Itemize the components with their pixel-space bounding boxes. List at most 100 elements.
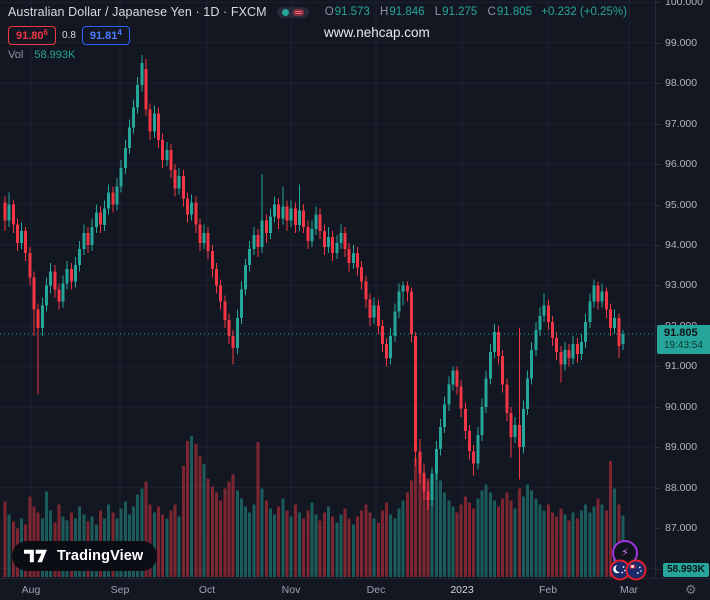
candle-body xyxy=(339,232,343,243)
volume-bar xyxy=(567,520,571,577)
volume-bar xyxy=(438,480,442,577)
candle-body xyxy=(426,491,430,500)
time-tick-label: Nov xyxy=(281,584,301,596)
candle-body xyxy=(517,425,521,448)
candle-body xyxy=(15,224,19,243)
volume-bar xyxy=(393,518,397,577)
candle-body xyxy=(327,236,330,247)
volume-bar xyxy=(347,518,351,577)
candle-body xyxy=(177,176,181,189)
candle-body xyxy=(123,147,127,169)
candle-body xyxy=(44,285,48,306)
candlestick-chart[interactable] xyxy=(0,0,655,578)
tradingview-logo[interactable]: TradingView xyxy=(12,541,158,571)
open-value: 91.573 xyxy=(334,6,370,18)
candle-body xyxy=(588,301,592,322)
chart-legend: Australian Dollar / Japanese Yen · 1D · … xyxy=(8,4,627,61)
volume-bar xyxy=(380,510,384,577)
price-tick-label: 89.000 xyxy=(655,441,698,454)
candle-body xyxy=(484,378,488,407)
volume-bar xyxy=(297,512,301,577)
candle-body xyxy=(596,285,600,302)
volume-bar xyxy=(546,504,550,577)
volume-bar xyxy=(434,468,438,577)
currency-pair-flags[interactable] xyxy=(609,559,647,581)
candle-body xyxy=(86,232,90,245)
candle-body xyxy=(74,265,78,282)
candle-body xyxy=(526,378,530,409)
candle-body xyxy=(451,370,455,385)
change-value: +0.232 (+0.25%) xyxy=(541,6,627,18)
candle-body xyxy=(567,350,571,359)
volume-bar xyxy=(451,506,455,577)
legend-source-toggle[interactable] xyxy=(276,6,309,18)
volume-bar xyxy=(140,488,144,577)
candle-body xyxy=(161,139,165,160)
gear-icon[interactable]: ⚙ xyxy=(685,582,697,597)
candle-body xyxy=(322,230,326,247)
volume-bar xyxy=(256,442,260,577)
volume-bar xyxy=(571,512,575,577)
low-label: L xyxy=(434,6,442,18)
volume-bar xyxy=(148,504,152,577)
tradingview-logo-icon xyxy=(24,549,47,563)
candle-body xyxy=(297,210,301,225)
price-tick-label: 88.000 xyxy=(655,481,698,494)
volume-bar xyxy=(526,484,530,577)
volume-indicator-label[interactable]: Vol xyxy=(8,49,24,61)
volume-bar xyxy=(181,466,185,577)
candle-body xyxy=(563,350,567,365)
volume-bar xyxy=(248,512,252,577)
candle-body xyxy=(239,289,243,318)
volume-bar xyxy=(501,498,505,577)
symbol-title[interactable]: Australian Dollar / Japanese Yen · 1D · … xyxy=(8,5,267,19)
volume-bar xyxy=(264,500,268,577)
candle-body xyxy=(289,208,293,221)
candle-body xyxy=(575,344,579,355)
time-tick-label: Aug xyxy=(21,584,41,596)
volume-bar xyxy=(210,486,214,577)
candle-body xyxy=(592,285,596,302)
candle-body xyxy=(538,315,542,330)
volume-bar xyxy=(422,472,426,577)
candle-body xyxy=(492,331,496,353)
volume-bar xyxy=(443,492,447,577)
candle-body xyxy=(438,427,442,450)
ask-price-badge[interactable]: 91.814 xyxy=(81,25,130,45)
candle-body xyxy=(505,384,509,413)
volume-bar xyxy=(468,502,472,577)
volume-bar xyxy=(223,488,227,577)
candle-body xyxy=(521,408,525,448)
time-axis[interactable]: ⚙ Aug Sep Oct Nov Dec 2023 Feb Mar xyxy=(0,578,710,600)
volume-bar xyxy=(177,516,181,577)
candle-body xyxy=(488,352,492,379)
price-axis[interactable]: 100.000 99.000 98.000 97.000 96.000 95.000 94.… xyxy=(655,0,710,578)
candle-body xyxy=(331,236,335,254)
candle-body xyxy=(181,176,185,199)
candle-body xyxy=(40,305,44,328)
candle-body xyxy=(210,251,214,270)
open-label: O xyxy=(324,6,334,18)
candle-body xyxy=(501,356,505,385)
candle-body xyxy=(103,208,107,225)
candle-body xyxy=(459,386,463,409)
time-tick-label: 2023 xyxy=(450,584,474,596)
volume-bar xyxy=(339,514,343,577)
bid-price-badge[interactable]: 91.806 xyxy=(8,25,56,45)
volume-bar xyxy=(156,506,160,577)
volume-bar xyxy=(327,506,330,577)
candle-body xyxy=(94,212,98,227)
volume-bar xyxy=(318,520,322,577)
candle-body xyxy=(53,271,57,290)
volume-bar xyxy=(530,490,534,577)
volume-bar xyxy=(144,481,148,577)
candle-body xyxy=(368,299,372,318)
volume-bar xyxy=(447,500,451,577)
volume-bar xyxy=(239,498,243,577)
volume-bar xyxy=(426,478,430,577)
candle-body xyxy=(281,206,285,219)
volume-bar xyxy=(107,504,111,577)
candle-body xyxy=(194,202,198,225)
candle-body xyxy=(235,317,239,349)
